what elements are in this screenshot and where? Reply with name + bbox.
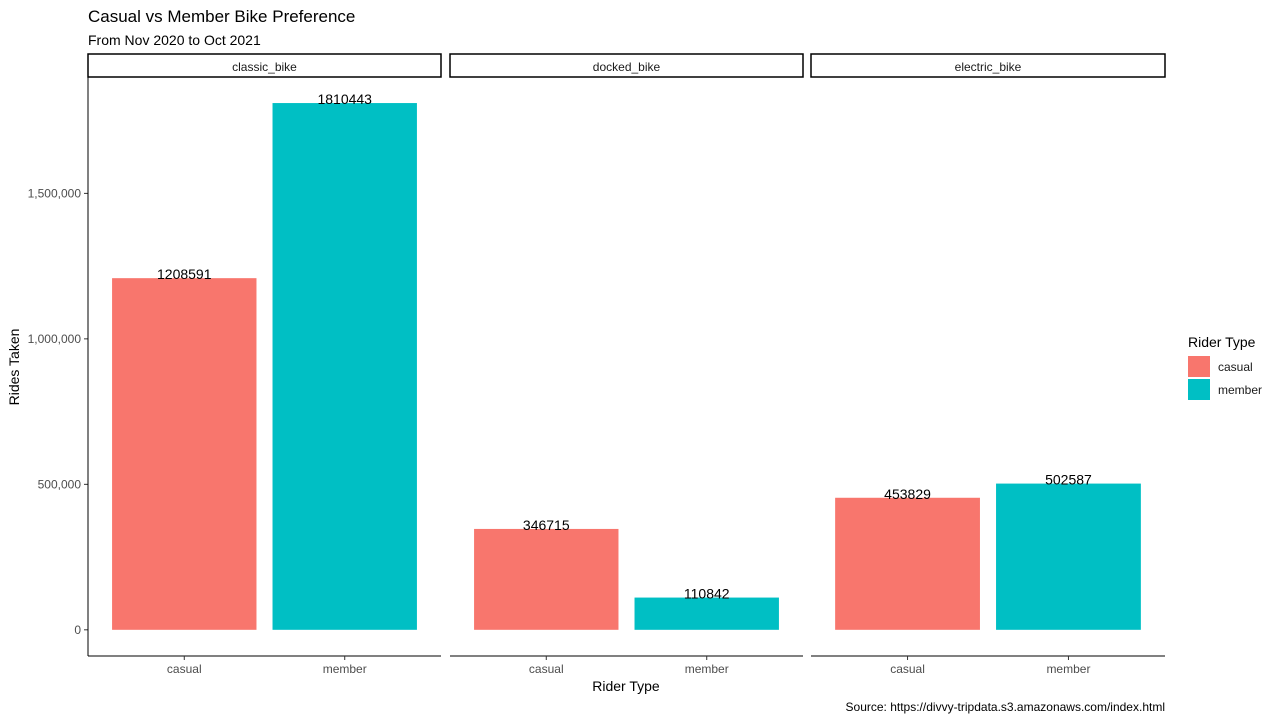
- legend-title: Rider Type: [1188, 334, 1256, 350]
- y-tick-label: 0: [74, 623, 81, 637]
- y-axis-title: Rides Taken: [6, 329, 22, 406]
- facet-strip-label: classic_bike: [232, 60, 297, 74]
- bar-electric_bike-casual: [835, 497, 980, 630]
- y-tick-label: 1,500,000: [28, 186, 82, 200]
- legend-label-casual: casual: [1218, 360, 1253, 374]
- bar-classic_bike-member: [272, 103, 417, 630]
- bar-value-label: 110842: [684, 586, 730, 602]
- bar-value-label: 1810443: [317, 91, 372, 107]
- facet-strip: [449, 53, 804, 78]
- y-tick-label: 500,000: [38, 477, 82, 491]
- x-axis-title: Rider Type: [592, 678, 660, 694]
- bar-value-label: 1208591: [157, 266, 212, 282]
- facet-strip-label: electric_bike: [955, 60, 1022, 74]
- y-tick-label: 1,000,000: [28, 332, 82, 346]
- bar-value-label: 453829: [884, 486, 931, 502]
- x-tick-label: casual: [167, 662, 202, 676]
- legend-label-member: member: [1218, 383, 1262, 397]
- x-tick-label: member: [323, 662, 367, 676]
- legend-swatch-casual: [1188, 356, 1210, 377]
- bar-electric_bike-member: [996, 483, 1141, 630]
- chart-title: Casual vs Member Bike Preference: [88, 7, 355, 26]
- legend-swatch-member: [1188, 379, 1210, 400]
- x-tick-label: casual: [529, 662, 564, 676]
- facet-docked_bike: docked_bike 346715 casual 110842 member: [449, 53, 804, 676]
- chart-subtitle: From Nov 2020 to Oct 2021: [88, 32, 261, 48]
- bar-value-label: 502587: [1045, 472, 1092, 488]
- x-tick-label: member: [685, 662, 729, 676]
- facet-strip: [87, 53, 442, 78]
- x-tick-label: member: [1046, 662, 1090, 676]
- legend: Rider Type casual member: [1188, 334, 1262, 400]
- facet-classic_bike: classic_bike 1208591 casual 1810443 member: [87, 53, 442, 676]
- facet-electric_bike: electric_bike 453829 casual 502587 member: [810, 53, 1166, 676]
- x-tick-label: casual: [890, 662, 925, 676]
- bar-value-label: 346715: [523, 517, 570, 533]
- plot-area: 0 500,000 1,000,000 1,500,000 classic_bike 12…: [28, 53, 1166, 676]
- source-caption: Source: https://divvy-tripdata.s3.amazon…: [846, 700, 1165, 714]
- bar-docked_bike-member: [634, 597, 779, 630]
- bar-docked_bike-casual: [474, 528, 619, 630]
- bar-classic_bike-casual: [112, 278, 257, 630]
- facet-strip: [810, 53, 1166, 78]
- facet-strip-label: docked_bike: [593, 60, 661, 74]
